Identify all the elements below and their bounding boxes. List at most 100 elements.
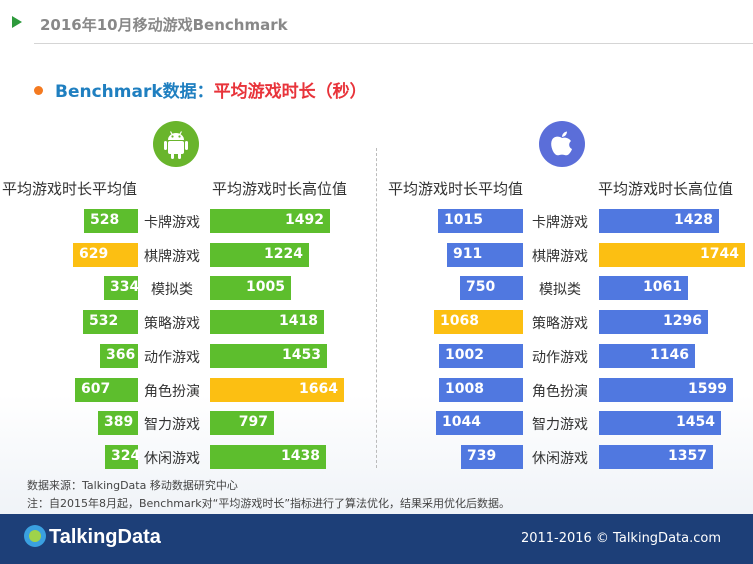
ios-category-label: 卡牌游戏 xyxy=(532,215,588,231)
android-high-bar: 1224 xyxy=(210,242,309,267)
android-avg-value: 528 xyxy=(90,212,120,228)
android-avg-value: 366 xyxy=(106,346,136,363)
android-category-label: 休闲游戏 xyxy=(144,450,200,467)
ios-high-bar: 1357 xyxy=(599,444,713,469)
ios-category-label: 动作游戏 xyxy=(532,349,588,366)
android-high-bar: 1664 xyxy=(210,377,344,402)
android-high-value: 1418 xyxy=(279,313,318,330)
android-high-value: 1438 xyxy=(281,447,320,464)
android-avg-bar: 528 xyxy=(84,209,138,233)
android-avg-bar: 324 xyxy=(105,444,141,469)
android-avg-value: 324 xyxy=(111,447,141,464)
android-category-label: 策略游戏 xyxy=(144,316,200,333)
ios-high-bar: 1744 xyxy=(599,242,745,267)
ios-avg-value: 1068 xyxy=(440,313,479,330)
android-avg-value: 629 xyxy=(79,245,109,262)
android-col-head-high: 平均游戏时长高位值 xyxy=(212,180,348,198)
ios-category-label: 策略游戏 xyxy=(532,316,588,333)
slide-title: 2016年10月移动游戏Benchmark xyxy=(40,16,288,34)
ios-high-value: 1061 xyxy=(643,279,682,296)
android-high-value: 1492 xyxy=(285,212,324,228)
ios-avg-bar: 1068 xyxy=(434,310,523,335)
ios-high-value: 1146 xyxy=(650,346,689,363)
ios-category-label: 棋牌游戏 xyxy=(532,248,588,265)
android-high-bar: 797 xyxy=(210,411,274,436)
ios-high-bar: 1428 xyxy=(599,209,719,233)
slide-header: 2016年10月移动游戏Benchmark xyxy=(0,0,753,48)
android-avg-bar: 366 xyxy=(100,343,138,368)
android-avg-value: 532 xyxy=(89,313,119,330)
talkingdata-logo: TalkingData xyxy=(24,525,161,549)
ios-high-value: 1357 xyxy=(668,447,707,464)
footnote: 注：自2015年8月起，Benchmark对“平均游戏时长”指标进行了算法优化，… xyxy=(27,497,511,510)
ios-high-value: 1296 xyxy=(663,313,702,330)
bullet-dot-icon xyxy=(34,86,43,95)
ios-high-bar: 1454 xyxy=(599,411,721,436)
ios-avg-bar: 750 xyxy=(460,276,523,301)
section-title: Benchmark数据：平均游戏时长（秒） xyxy=(34,77,367,102)
android-category-label: 卡牌游戏 xyxy=(144,215,200,231)
android-category-label: 角色扮演 xyxy=(144,383,200,400)
ios-avg-bar: 1002 xyxy=(439,343,523,368)
ios-avg-bar: 1044 xyxy=(436,411,523,436)
android-high-bar: 1453 xyxy=(210,343,327,368)
ios-avg-bar: 1015 xyxy=(438,209,523,233)
android-high-value: 797 xyxy=(238,414,268,431)
platform-divider xyxy=(376,148,377,468)
apple-logo-icon xyxy=(539,121,585,167)
talkingdata-logo-icon xyxy=(24,525,46,547)
ios-high-bar: 1296 xyxy=(599,310,708,335)
android-avg-bar: 389 xyxy=(98,411,138,436)
ios-avg-bar: 911 xyxy=(447,242,523,267)
ios-avg-value: 750 xyxy=(466,279,496,296)
android-high-value: 1664 xyxy=(299,380,338,397)
ios-high-value: 1599 xyxy=(688,380,727,397)
android-category-label: 智力游戏 xyxy=(144,417,200,434)
ios-category-label: 智力游戏 xyxy=(532,417,588,434)
section-title-prefix: Benchmark数据： xyxy=(55,82,214,102)
ios-category-label: 角色扮演 xyxy=(532,383,588,400)
footer-bar: TalkingData 2011-2016 © TalkingData.com xyxy=(0,514,753,564)
ios-high-value: 1428 xyxy=(674,212,713,228)
play-triangle-icon xyxy=(12,16,22,28)
ios-col-head-high: 平均游戏时长高位值 xyxy=(598,180,734,198)
logo-text: TalkingData xyxy=(49,526,161,548)
copyright: 2011-2016 © TalkingData.com xyxy=(520,531,721,546)
ios-avg-value: 1044 xyxy=(442,414,481,431)
data-source: 数据来源：TalkingData 移动数据研究中心 xyxy=(27,479,238,492)
ios-avg-value: 911 xyxy=(453,245,483,262)
section-title-highlight: 平均游戏时长（秒） xyxy=(213,82,367,102)
ios-high-bar: 1599 xyxy=(599,377,733,402)
android-avg-value: 607 xyxy=(81,380,111,397)
android-high-bar: 1418 xyxy=(210,310,324,335)
android-high-value: 1453 xyxy=(282,346,321,363)
ios-avg-value: 1002 xyxy=(445,346,484,363)
android-high-bar: 1438 xyxy=(210,444,326,469)
android-avg-value: 334 xyxy=(110,279,140,296)
ios-high-value: 1744 xyxy=(700,245,739,262)
android-avg-bar: 629 xyxy=(73,242,138,267)
android-col-head-avg: 平均游戏时长平均值 xyxy=(2,180,138,198)
android-avg-bar: 607 xyxy=(75,377,138,402)
ios-col-head-avg: 平均游戏时长平均值 xyxy=(388,180,524,198)
android-avg-value: 389 xyxy=(104,414,134,431)
header-divider xyxy=(34,43,753,44)
android-category-label: 模拟类 xyxy=(151,282,193,299)
android-high-bar: 1492 xyxy=(210,209,330,233)
android-category-label: 动作游戏 xyxy=(144,349,200,366)
android-category-label: 棋牌游戏 xyxy=(144,248,200,265)
ios-high-bar: 1146 xyxy=(599,343,695,368)
ios-high-bar: 1061 xyxy=(599,276,688,301)
android-avg-bar: 532 xyxy=(83,310,138,335)
ios-avg-bar: 739 xyxy=(461,444,523,469)
ios-category-label: 模拟类 xyxy=(539,282,581,299)
android-high-value: 1224 xyxy=(264,245,303,262)
ios-avg-value: 1015 xyxy=(444,212,483,228)
ios-category-label: 休闲游戏 xyxy=(532,450,588,467)
ios-high-value: 1454 xyxy=(676,414,715,431)
android-logo-icon xyxy=(153,121,199,167)
ios-avg-value: 739 xyxy=(467,447,497,464)
android-high-bar: 1005 xyxy=(210,276,291,301)
ios-avg-value: 1008 xyxy=(445,380,484,397)
android-avg-bar: 334 xyxy=(104,276,140,301)
